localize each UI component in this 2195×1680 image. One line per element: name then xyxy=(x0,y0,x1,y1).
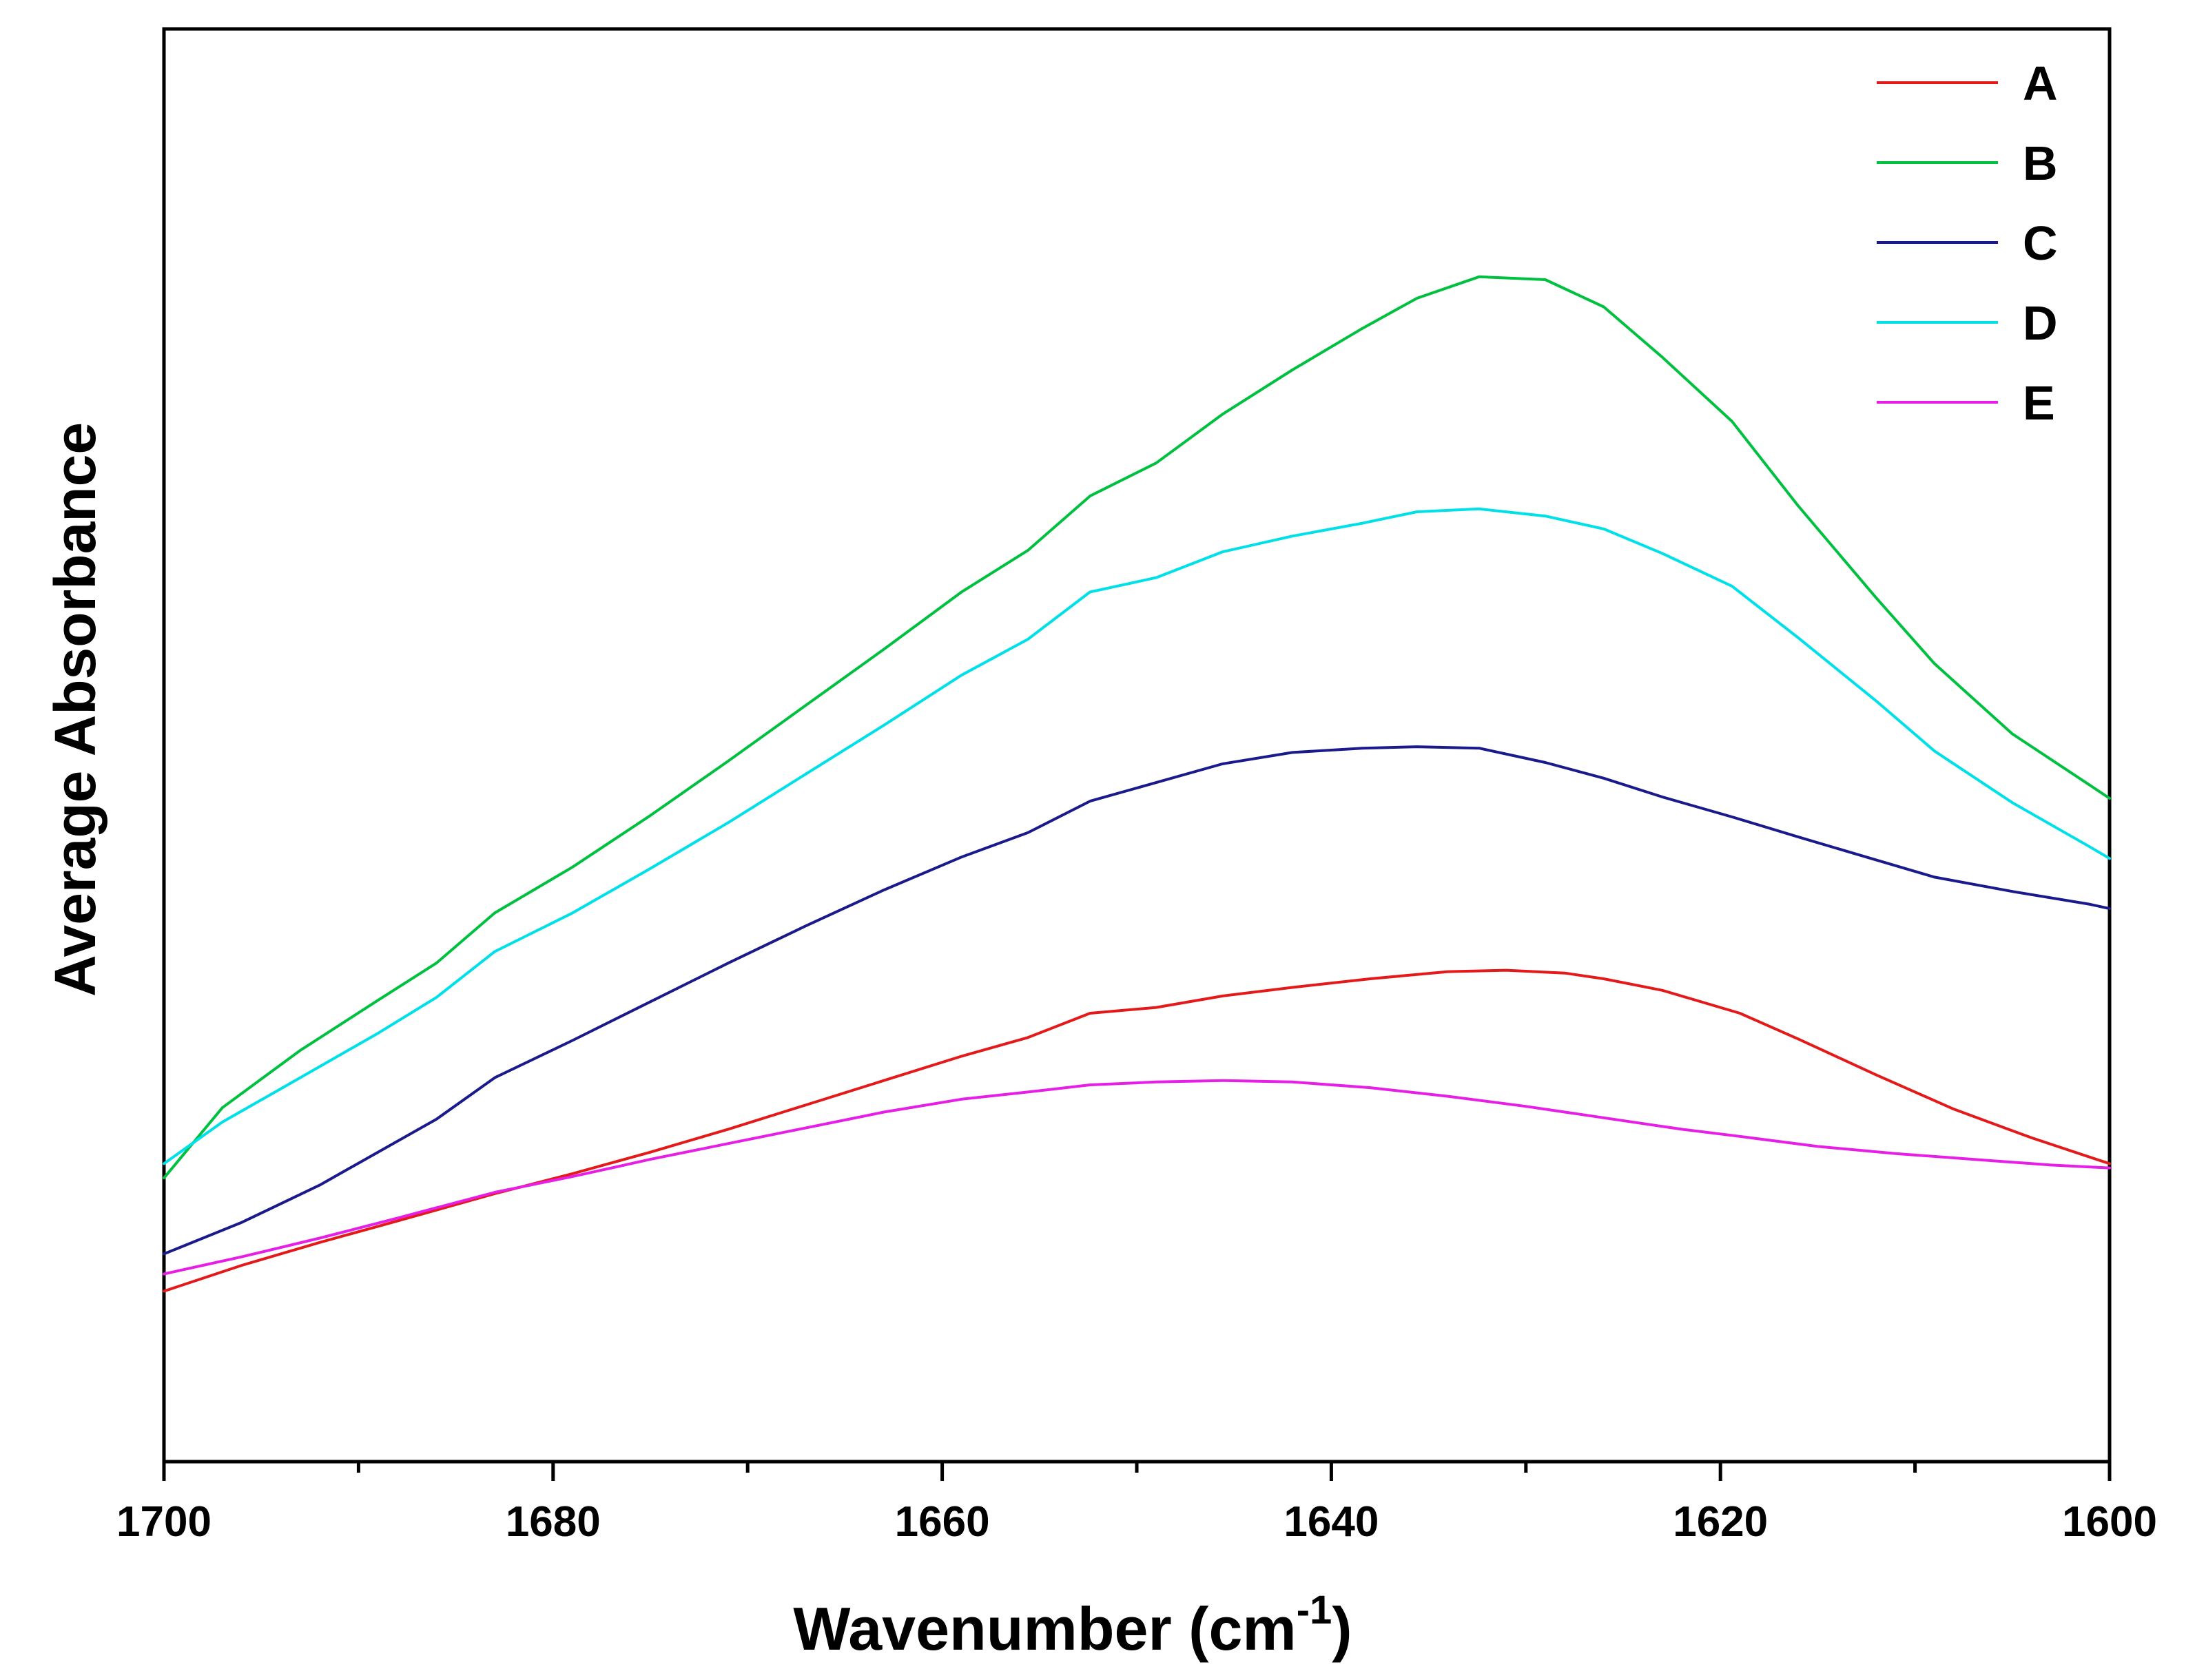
x-tick-label: 1700 xyxy=(116,1498,212,1546)
x-axis-tick-labels: 1700 1680 1660 1640 1620 1600 xyxy=(116,1498,2157,1546)
series-line-B xyxy=(163,275,2111,1180)
plot-frame xyxy=(162,27,2112,1464)
x-tick-label: 1620 xyxy=(1673,1498,1768,1546)
x-axis-ticks xyxy=(162,1462,2112,1481)
x-tick-label: 1640 xyxy=(1284,1498,1379,1546)
x-tick-label: 1680 xyxy=(506,1498,601,1546)
y-axis-title: Average Absorbance xyxy=(43,422,107,997)
legend-label-B: B xyxy=(2023,136,2058,190)
series-line-E xyxy=(163,1079,2111,1276)
x-axis-title-main: Wavenumber (cm xyxy=(793,1595,1296,1663)
x-axis-title-close: ) xyxy=(1332,1595,1352,1663)
series-line-D xyxy=(163,507,2111,1165)
series-line-C xyxy=(163,745,2111,1256)
legend-label-C: C xyxy=(2023,216,2058,270)
x-axis-title-superscript: -1 xyxy=(1297,1588,1332,1632)
series-line-A xyxy=(163,968,2111,1293)
x-tick-label: 1600 xyxy=(2062,1498,2157,1546)
legend-label-A: A xyxy=(2023,56,2058,110)
legend-label-D: D xyxy=(2023,296,2058,350)
legend-label-E: E xyxy=(2023,376,2055,430)
x-axis-title: Wavenumber (cm-1) xyxy=(793,1588,1352,1663)
x-tick-label: 1660 xyxy=(895,1498,990,1546)
series-lines xyxy=(163,275,2111,1293)
